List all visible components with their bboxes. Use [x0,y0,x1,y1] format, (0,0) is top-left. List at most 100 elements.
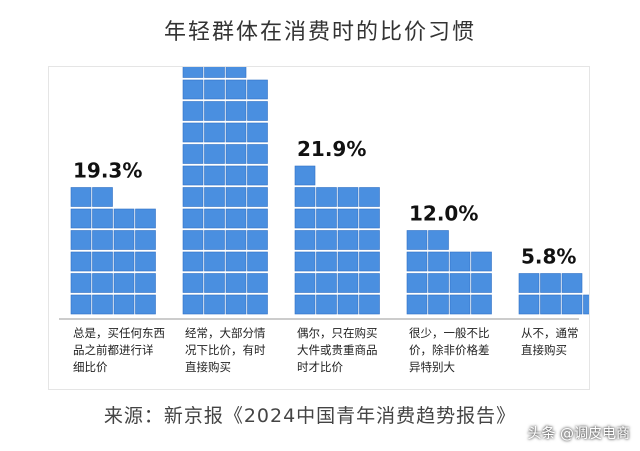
bar-block [225,67,247,78]
bar-block [247,230,268,250]
bar-block [225,294,247,315]
bar-block [406,294,428,315]
bar-block [337,294,359,315]
bar-2 [182,67,268,315]
bar-block [204,144,225,164]
chart-card: 19.3%总是，买任何东西品之前都进行详细比价41.0%经常，大部分情况下比价，… [48,66,590,390]
bar-block [294,187,316,207]
bar-block [406,230,428,250]
bar-block [428,294,449,315]
bar-block [406,251,428,272]
bar-block [540,273,561,293]
bar-block [316,294,337,315]
bar-block [247,165,268,186]
bar-block [70,273,92,293]
bar-block [225,165,247,186]
bar-block [70,230,92,250]
bar-block [113,230,135,250]
bar-block [135,251,156,272]
value-label: 19.3% [73,159,142,183]
bar-block [294,251,316,272]
value-label: 12.0% [409,202,478,226]
bar-block [92,208,113,229]
bar-block [182,67,204,78]
bar-block [471,251,492,272]
bar-block [247,122,268,143]
bar-block [204,165,225,186]
category-label: 总是，买任何东西品之前都进行详细比价 [73,326,165,374]
bar-block [113,208,135,229]
category-label: 从不，通常直接购买 [521,326,579,357]
bar-block [182,273,204,293]
bar-block [204,294,225,315]
bar-block [204,251,225,272]
bar-block [359,273,380,293]
bar-block [225,79,247,100]
bar-block [204,79,225,100]
chart-title: 年轻群体在消费时的比价习惯 [163,20,476,45]
bar-block [316,208,337,229]
bar-block [182,187,204,207]
bar-block [70,208,92,229]
bar-block [294,230,316,250]
category-label: 很少，一般不比价，除非价格差异特别大 [409,326,490,374]
bar-1 [70,187,156,315]
bar-block [449,273,471,293]
bar-block [204,273,225,293]
bar-block [449,251,471,272]
bar-block [294,165,316,186]
bar-block [247,294,268,315]
bar-block [70,294,92,315]
category-label: 偶尔，只在购买大件或贵重商品时才比价 [297,326,378,374]
category-label: 经常，大部分情况下比价，有时直接购买 [185,326,266,374]
bar-block [225,122,247,143]
bar-3 [294,165,380,315]
bar-block [225,187,247,207]
bar-block [225,230,247,250]
bar-block [247,79,268,100]
value-label: 21.9% [297,137,366,161]
bar-block [316,187,337,207]
bar-4 [406,230,492,315]
bar-block [247,187,268,207]
bar-block [70,187,92,207]
bar-block [92,187,113,207]
bar-block [225,273,247,293]
bar-block [182,208,204,229]
bar-block [337,208,359,229]
value-label: 5.8% [521,245,576,269]
bar-block [247,101,268,121]
bar-block [225,208,247,229]
bar-block [449,294,471,315]
bar-block [113,294,135,315]
bar-block [92,251,113,272]
bar-block [92,230,113,250]
bar-block [182,294,204,315]
bar-block [92,294,113,315]
bar-block [135,294,156,315]
bar-block [225,144,247,164]
bar-block [182,165,204,186]
bar-block [113,251,135,272]
bar-chart: 19.3%总是，买任何东西品之前都进行详细比价41.0%经常，大部分情况下比价，… [59,67,589,374]
bar-block [182,144,204,164]
bar-block [540,294,561,315]
watermark: 头条 @调皮电商 [527,426,630,442]
bar-block [337,251,359,272]
bar-block [337,187,359,207]
bar-block [182,122,204,143]
bar-block [359,230,380,250]
bar-block [428,273,449,293]
bar-block [204,122,225,143]
bar-block [182,230,204,250]
bar-block [337,230,359,250]
bar-block [182,101,204,121]
bar-block [316,230,337,250]
bar-block [113,273,135,293]
bar-block [359,251,380,272]
bar-block [182,79,204,100]
bar-block [135,273,156,293]
bar-block [518,294,540,315]
bar-block [247,273,268,293]
bar-block [294,294,316,315]
